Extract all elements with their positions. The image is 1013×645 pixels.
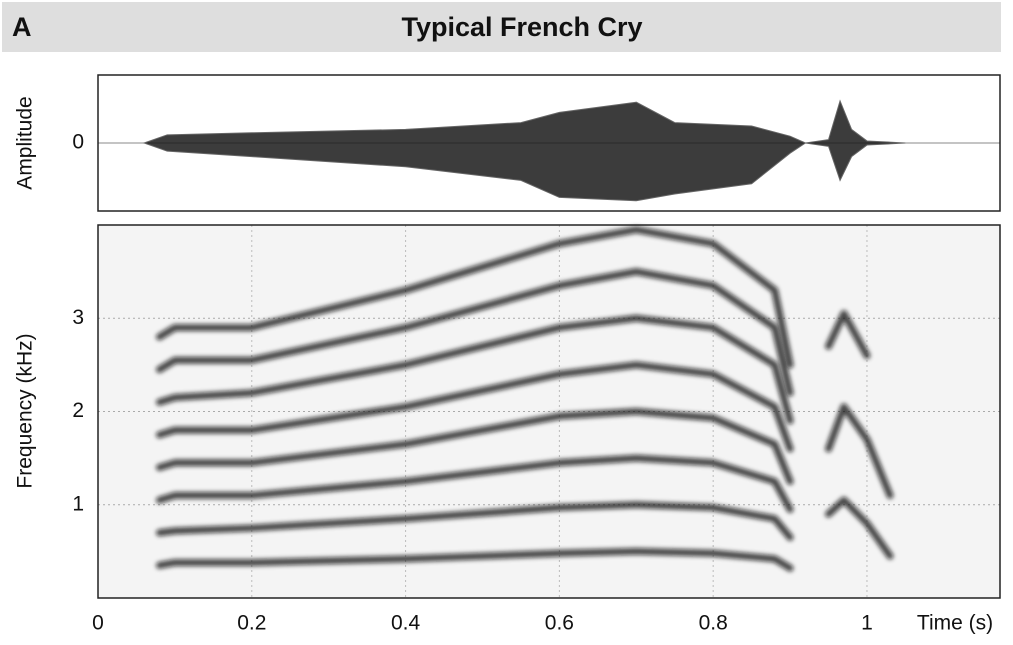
harmonic [156,226,794,369]
panel-label: A [12,12,32,42]
harmonic [156,496,894,572]
x-tick-label: 0 [92,612,104,635]
plot-frame [97,224,1001,599]
harmonic [156,403,894,541]
harmonic [156,268,794,397]
x-tick-label: 0.2 [237,612,266,635]
y-tick-label: 0 [72,131,84,154]
y-tick-label: 2 [72,399,84,422]
harmonic [156,310,871,513]
x-tick-label: 1 [861,612,873,635]
plot-frame [97,74,1001,212]
chart-title: Typical French Cry [401,12,642,42]
harmonic [156,361,794,453]
waveform-envelope [142,99,906,202]
title-bar [2,2,1001,52]
x-tick-label: 0.4 [391,612,421,635]
harmonic [156,314,794,425]
y-axis-label: Frequency (kHz) [14,333,37,488]
y-tick-label: 3 [72,306,84,329]
harmonic [156,408,794,485]
x-tick-label: 0.6 [545,612,574,635]
x-axis-label: Time (s) [917,612,993,635]
y-axis-label: Amplitude [14,96,37,189]
x-tick-label: 0.8 [699,612,728,635]
y-tick-label: 1 [72,492,84,515]
